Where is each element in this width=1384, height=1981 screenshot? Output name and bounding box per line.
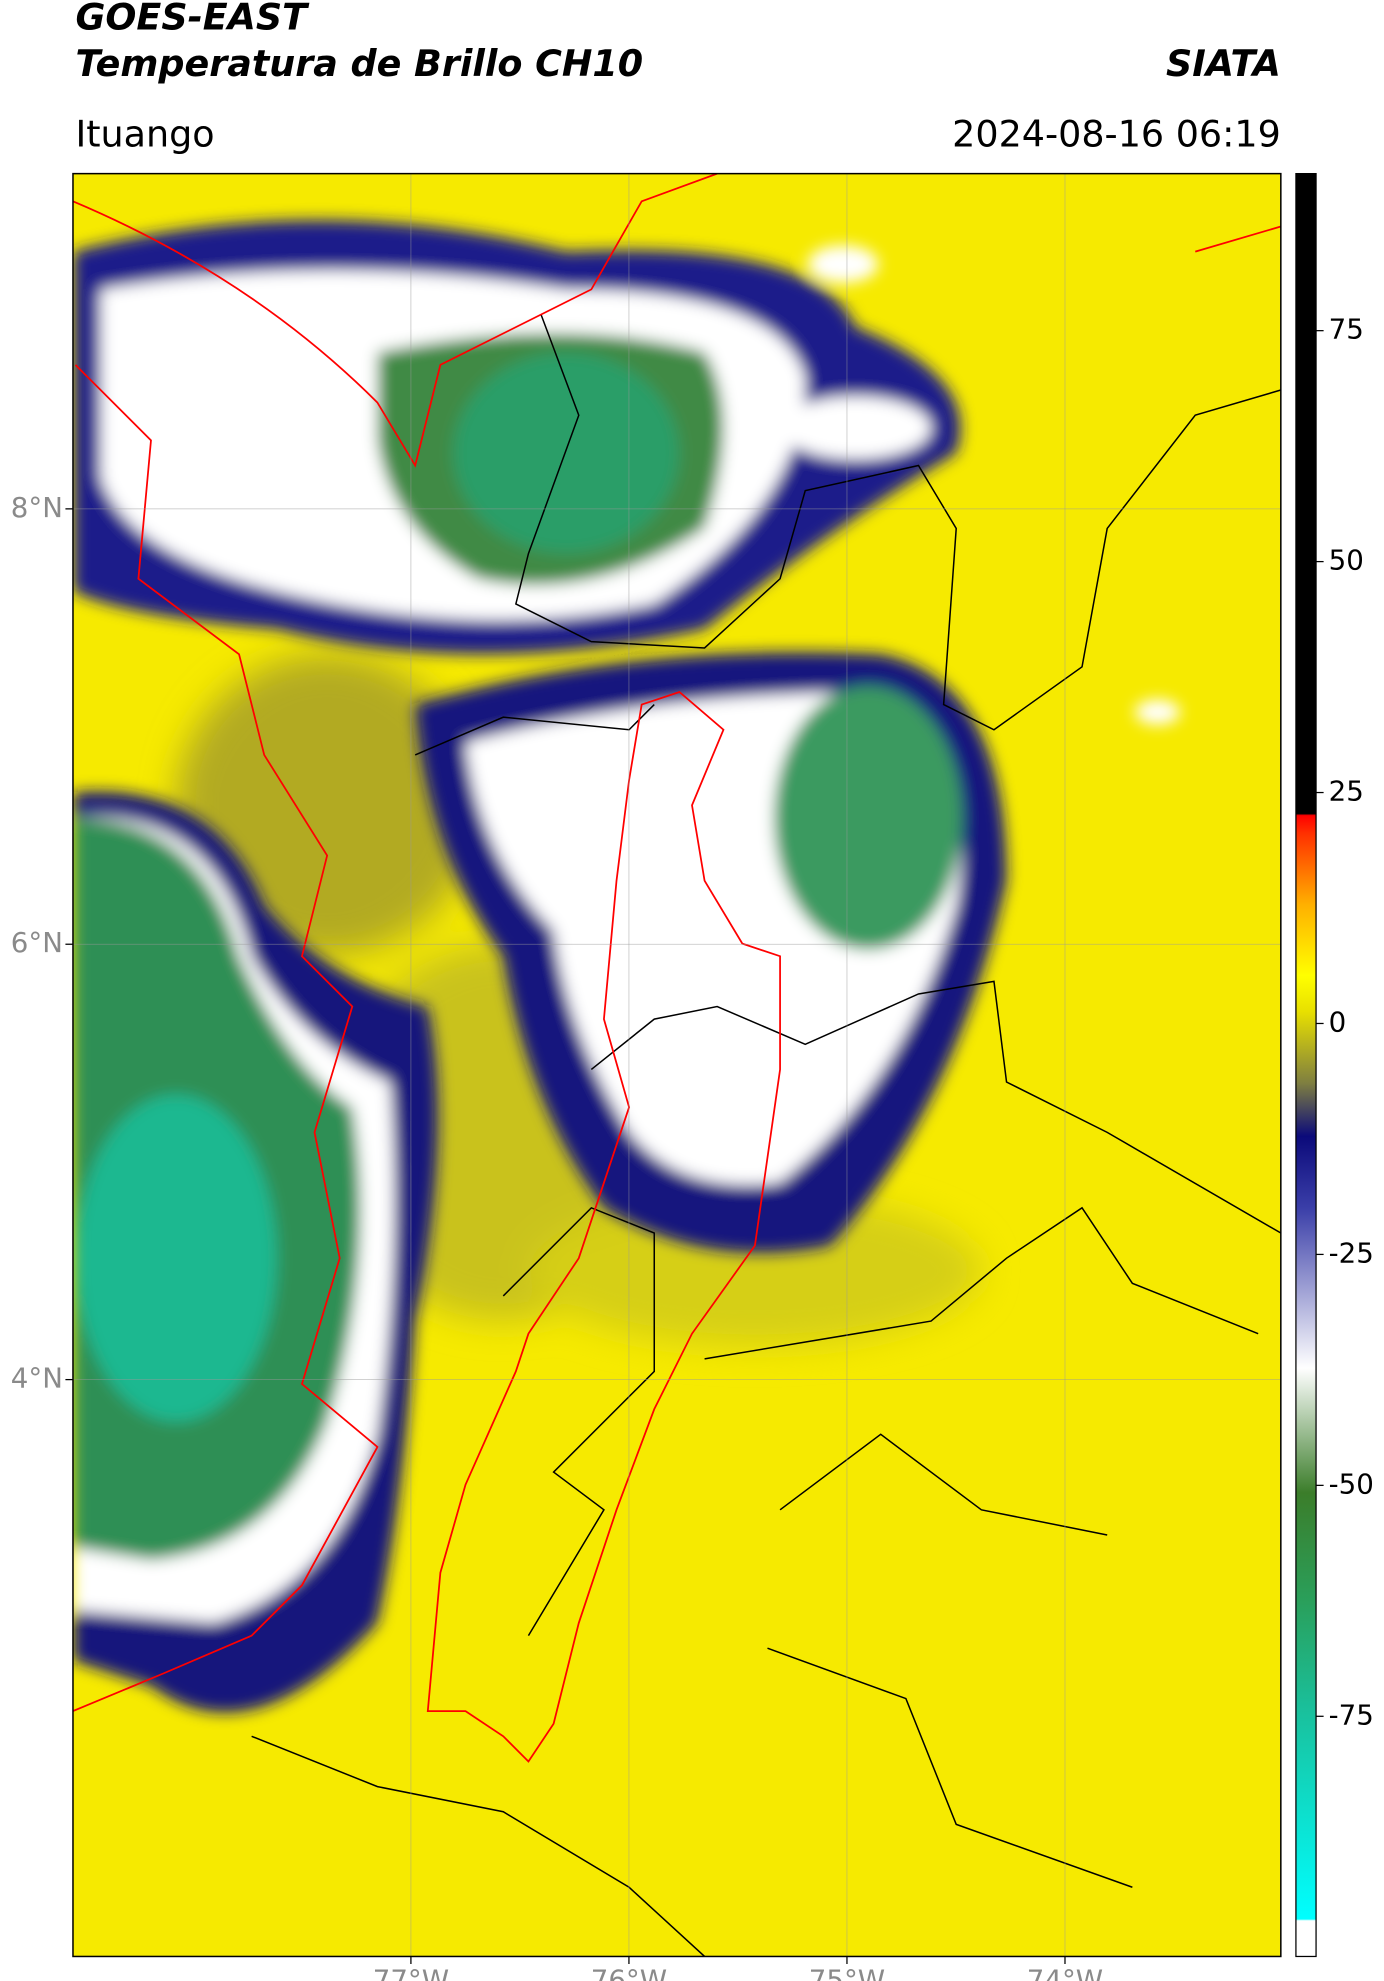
y-tick-label: 4°N [11,1362,63,1395]
black-borders [251,314,1281,1957]
title: GOES-EAST [75,0,310,38]
colorbar [1295,172,1317,1958]
subtitle: Temperatura de Brillo CH10 [75,42,643,85]
colorbar-tick-label: 75 [1329,313,1364,346]
colorbar-tick-label: 50 [1329,544,1364,577]
x-tick-label: 74°W [1027,1964,1103,1981]
location: Ituango [75,112,214,155]
y-tick-label: 6°N [11,926,63,959]
grid [72,173,1281,1957]
x-tick-label: 75°W [809,1964,885,1981]
red-borders [72,173,1281,1763]
satellite-image [72,173,1281,1957]
x-tick-label: 77°W [373,1964,449,1981]
colorbar-tick-label: -25 [1329,1236,1374,1269]
colorbar-tick-label: -75 [1329,1698,1374,1731]
map-frame [72,172,1282,1958]
colorbar-tick-label: -50 [1329,1467,1374,1500]
colorbar-tick-label: 25 [1329,775,1364,808]
x-tick-label: 76°W [591,1964,667,1981]
datetime: 2024-08-16 06:19 [952,112,1281,155]
source: SIATA [1166,42,1281,85]
colorbar-tick-label: 0 [1329,1005,1347,1038]
y-tick-label: 8°N [11,491,63,524]
